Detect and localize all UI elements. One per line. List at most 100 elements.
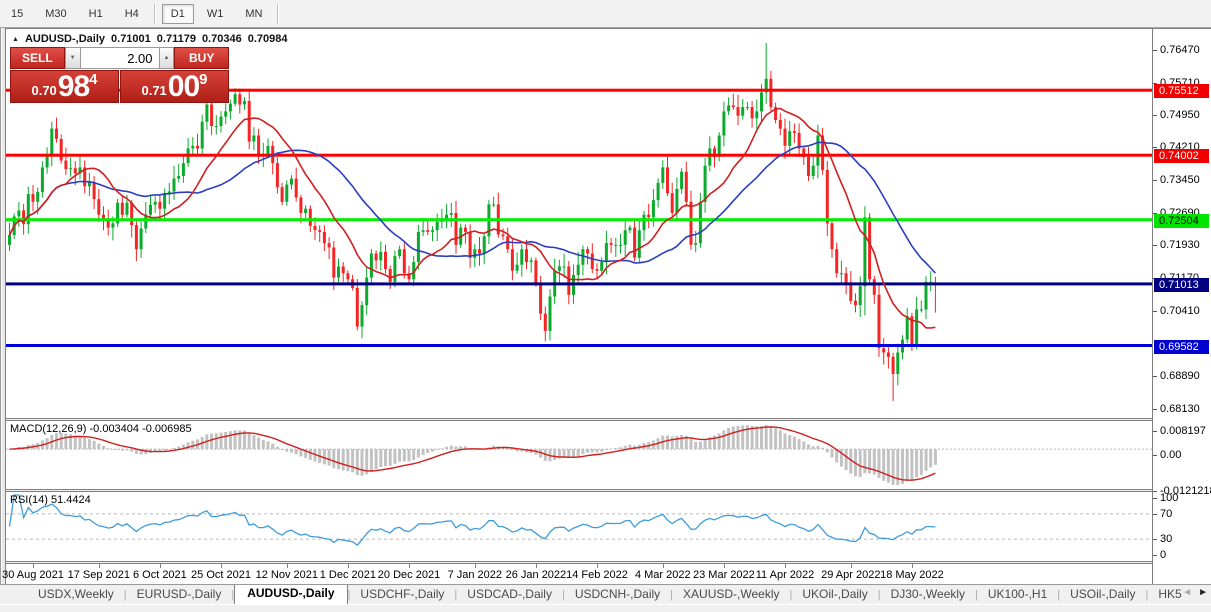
one-click-trade-panel: SELL ▼ ▲ BUY 0.70 98 4 0.71	[10, 47, 229, 103]
price-axis-tick: 0.71930	[1153, 239, 1211, 251]
timeframe-15-button[interactable]: 15	[11, 7, 24, 20]
level-price-badge: 0.69582	[1154, 339, 1209, 354]
buy-price-pip: 9	[199, 71, 208, 88]
time-axis-label: 17 Sep 2021	[67, 569, 130, 581]
toolbar-separator	[277, 3, 280, 24]
ohlc-high: 0.71179	[156, 33, 196, 45]
time-axis-tick	[347, 564, 349, 568]
price-axis-tick: 0.76470	[1153, 44, 1211, 56]
time-axis-tick	[535, 564, 537, 568]
tab-separator: |	[347, 589, 351, 601]
macd-axis-tick: 0.00	[1153, 449, 1211, 461]
time-axis-tick	[597, 564, 598, 568]
ohlc-close: 0.70984	[247, 33, 288, 45]
symbol-period-label: AUDUSD-,Daily	[24, 33, 106, 45]
tab-scroll-left-icon[interactable]: ◄	[1182, 587, 1193, 598]
level-price-badge: 0.74002	[1154, 149, 1209, 164]
buy-price-button[interactable]: 0.71 00 9	[120, 70, 229, 103]
window-left-frame	[0, 28, 6, 612]
time-axis-tick	[723, 564, 725, 568]
candlestick-chart-canvas[interactable]	[6, 29, 1152, 418]
tab-xauusd-weekly[interactable]: XAUUSD-,Weekly	[683, 587, 780, 601]
pane-splitter	[6, 561, 1152, 564]
tab-separator: |	[789, 589, 793, 601]
timeframe-mn-button[interactable]: MN	[245, 7, 263, 20]
tab-separator: |	[231, 589, 235, 601]
volume-input[interactable]	[80, 47, 159, 69]
price-axis-tick: 0.68130	[1153, 403, 1211, 415]
tab-separator: |	[1145, 589, 1149, 601]
tab-usdx-weekly[interactable]: USDX,Weekly	[38, 587, 114, 601]
timeframe-d1-button[interactable]: D1	[161, 3, 194, 24]
macd-axis-tick: -0.0121218	[1153, 485, 1211, 497]
time-axis-label: 18 May 2022	[880, 569, 944, 581]
time-axis-label: 20 Dec 2021	[377, 569, 441, 581]
buy-price-prefix: 0.71	[141, 83, 167, 98]
rsi-axis-tick: 0	[1153, 549, 1211, 561]
time-axis-label: 23 Mar 2022	[693, 569, 755, 581]
rsi-axis-tick: 70	[1153, 508, 1211, 520]
tab-separator: |	[877, 589, 881, 601]
sell-price-button[interactable]: 0.70 98 4	[10, 70, 119, 103]
price-axis-tick: 0.74950	[1153, 109, 1211, 121]
timeframe-h1-button[interactable]: H1	[88, 7, 103, 20]
toolbar-separator	[153, 3, 156, 24]
tab-scroll-arrows: ◄ ►	[1182, 587, 1208, 598]
time-axis-tick	[662, 564, 664, 568]
chart-column: ▲ AUDUSD-,Daily 0.71001 0.71179 0.70346 …	[2, 29, 1153, 585]
time-axis-label: 6 Oct 2021	[132, 569, 187, 581]
tab-scroll-right-icon[interactable]: ►	[1198, 587, 1208, 598]
tab-dj30-weekly[interactable]: DJ30-,Weekly	[890, 587, 966, 601]
level-price-badge: 0.72504	[1154, 213, 1209, 228]
chart-workspace: ▲ AUDUSD-,Daily 0.71001 0.71179 0.70346 …	[2, 28, 1211, 585]
tab-usdcad-daily[interactable]: USDCAD-,Daily	[467, 587, 552, 601]
rsi-indicator-pane[interactable]: RSI(14) 51.4424	[6, 492, 1152, 561]
tab-ukoil-daily[interactable]: UKOil-,Daily	[802, 587, 868, 601]
tab-separator: |	[1057, 589, 1061, 601]
tab-usoil-daily[interactable]: USOil-,Daily	[1070, 587, 1136, 601]
volume-increase-button[interactable]: ▲	[158, 47, 175, 69]
sell-price-big: 98	[57, 70, 90, 103]
collapse-icon[interactable]: ▲	[12, 35, 19, 43]
timeframe-h4-button[interactable]: H4	[124, 7, 139, 20]
tab-usdchf-daily[interactable]: USDCHF-,Daily	[360, 587, 445, 601]
level-price-badge: 0.71013	[1154, 277, 1209, 292]
price-axis[interactable]: 0.76470 0.75710 0.74950 0.74210 0.73450 0.726…	[1153, 29, 1211, 585]
time-axis-label: 7 Jan 2022	[447, 569, 503, 581]
time-axis-label: 1 Dec 2021	[319, 569, 377, 581]
tab-eurusd-daily[interactable]: EURUSD-,Daily	[136, 587, 222, 601]
time-axis-tick	[286, 564, 288, 568]
tab-uk100-h1[interactable]: UK100-,H1	[987, 587, 1048, 601]
time-axis-tick	[409, 564, 410, 568]
tab-usdcnh-daily[interactable]: USDCNH-,Daily	[574, 587, 661, 601]
time-axis-tick	[850, 564, 852, 568]
tab-audusd-daily[interactable]: AUDUSD-,Daily	[234, 585, 348, 604]
pane-splitter[interactable]	[6, 418, 1152, 421]
main-chart-pane[interactable]: ▲ AUDUSD-,Daily 0.71001 0.71179 0.70346 …	[6, 29, 1152, 418]
macd-chart-canvas[interactable]	[6, 421, 1152, 489]
buy-price-big: 00	[167, 70, 200, 103]
tab-hk5[interactable]: HK5	[1158, 587, 1182, 601]
time-axis-label: 30 Aug 2021	[2, 569, 64, 581]
rsi-axis-tick: 30	[1153, 533, 1211, 545]
time-axis-label: 14 Feb 2022	[566, 569, 628, 581]
timeframe-m30-button[interactable]: M30	[45, 7, 67, 20]
ohlc-open: 0.71001	[111, 33, 151, 45]
time-axis-tick	[159, 564, 161, 568]
time-axis[interactable]: 30 Aug 2021 17 Sep 2021 6 Oct 2021 25 Oct 2…	[2, 564, 1152, 585]
price-axis-tick: 0.68890	[1153, 370, 1211, 382]
sell-button[interactable]: SELL	[10, 47, 65, 69]
macd-indicator-pane[interactable]: MACD(12,26,9) -0.003404 -0.006985	[6, 421, 1152, 489]
buy-button[interactable]: BUY	[174, 47, 229, 69]
timeframe-w1-button[interactable]: W1	[206, 7, 224, 20]
time-axis-label: 29 Apr 2022	[821, 569, 881, 581]
rsi-chart-canvas[interactable]	[6, 492, 1152, 561]
time-axis-label: 11 Apr 2022	[755, 569, 815, 581]
time-axis-tick	[911, 564, 913, 568]
pane-splitter[interactable]	[6, 489, 1152, 492]
time-axis-tick	[33, 564, 34, 568]
volume-decrease-button[interactable]: ▼	[64, 47, 81, 69]
macd-axis-tick: 0.008197	[1153, 425, 1211, 437]
time-axis-label: 4 Mar 2022	[634, 569, 691, 581]
